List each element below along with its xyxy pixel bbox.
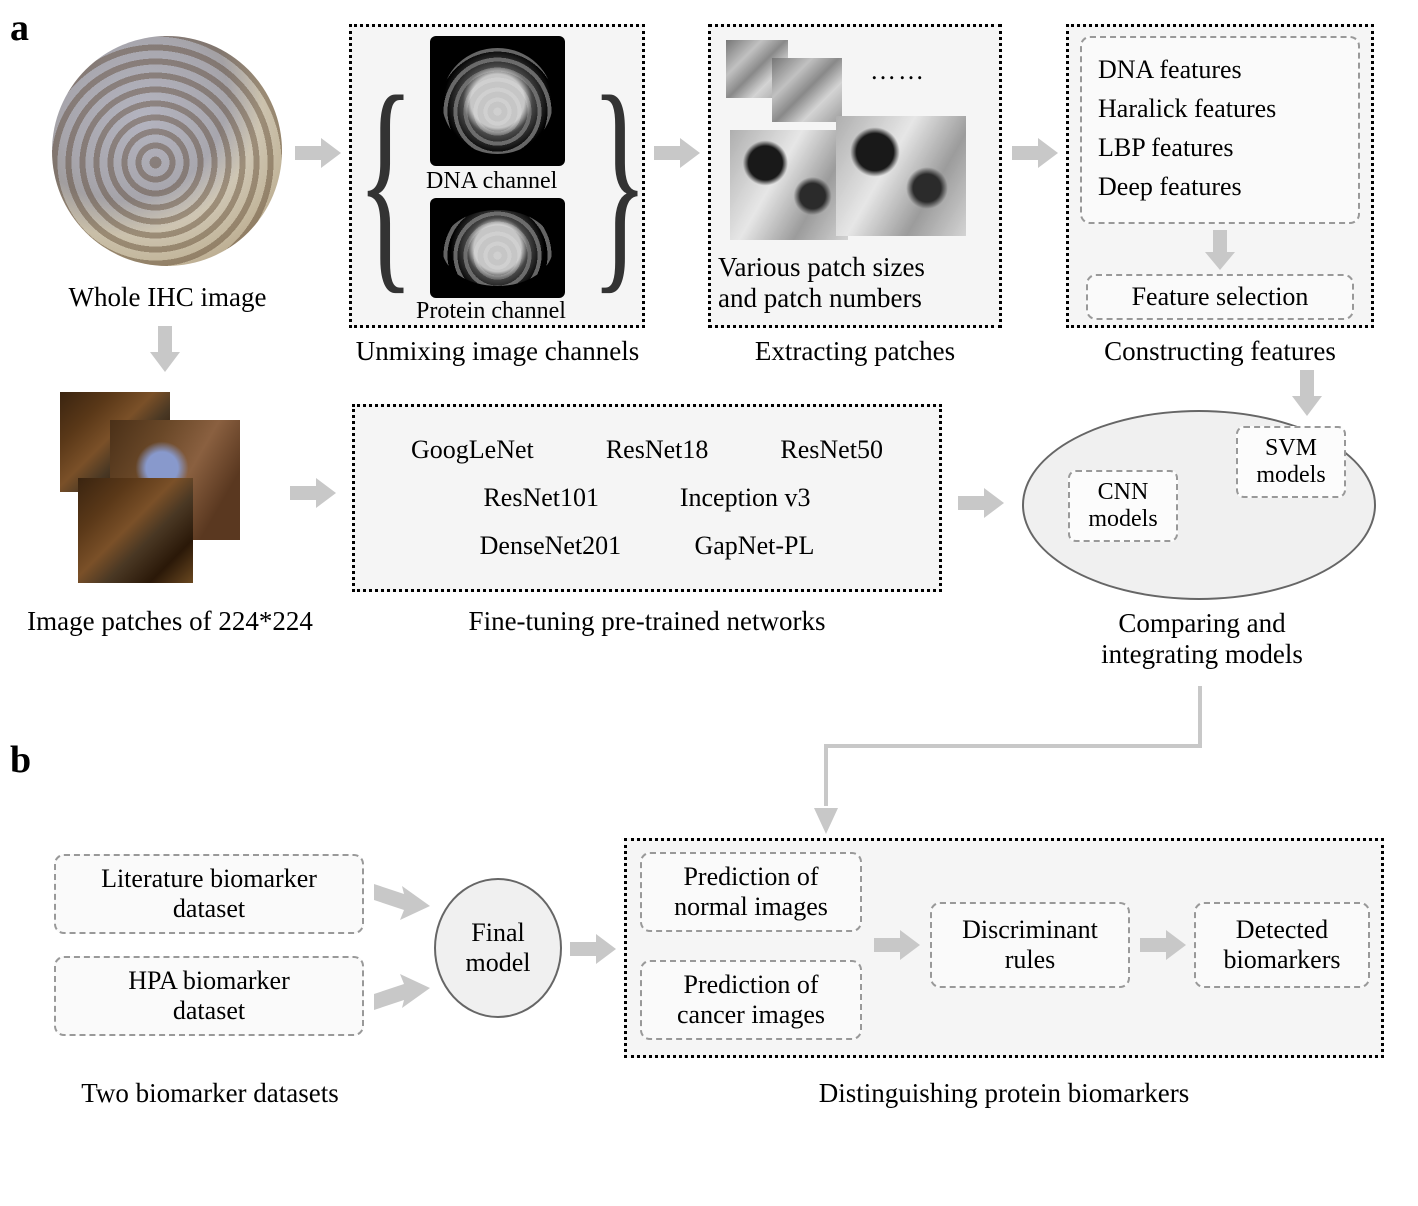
network-item: ResNet50	[780, 435, 883, 465]
feature-item: DNA features	[1098, 50, 1342, 89]
arrow-icon	[1012, 138, 1058, 168]
feature-item: LBP features	[1098, 128, 1342, 167]
arrow-icon	[1292, 370, 1322, 416]
networks-caption: Fine-tuning pre-trained networks	[352, 606, 942, 637]
arrow-icon	[374, 970, 430, 1014]
arrow-icon	[1205, 230, 1235, 270]
panel-a-label: a	[10, 6, 29, 50]
patch-thumb	[730, 130, 848, 240]
network-item: ResNet18	[606, 435, 709, 465]
patch-thumb	[772, 58, 842, 122]
network-item: ResNet101	[483, 483, 599, 513]
extracting-caption: Extracting patches	[708, 336, 1002, 367]
networks-box: GoogLeNet ResNet18 ResNet50 ResNet101 In…	[352, 404, 942, 592]
dna-channel-image	[430, 36, 565, 166]
panel-b-label: b	[10, 738, 31, 782]
network-item: GoogLeNet	[411, 435, 534, 465]
dna-channel-label: DNA channel	[426, 168, 557, 195]
svm-box: SVM models	[1236, 426, 1346, 498]
network-item: Inception v3	[680, 483, 811, 513]
arrow-icon	[654, 138, 700, 168]
dots-icon: ……	[870, 56, 926, 86]
distinguishing-caption: Distinguishing protein biomarkers	[624, 1078, 1384, 1109]
arrow-icon	[295, 138, 341, 168]
datasets-caption: Two biomarker datasets	[40, 1078, 380, 1109]
arrow-icon	[570, 934, 616, 964]
arrow-icon	[290, 478, 336, 508]
feature-selection-box: Feature selection	[1086, 274, 1354, 320]
whole-ihc-image	[52, 36, 282, 266]
network-item: DenseNet201	[480, 531, 622, 561]
extracting-subcaption: Various patch sizes and patch numbers	[718, 252, 993, 314]
arrow-icon	[874, 930, 920, 960]
brace-right-icon: }	[591, 60, 649, 300]
patch-thumb	[836, 116, 966, 236]
protein-channel-label: Protein channel	[416, 298, 566, 325]
literature-dataset-box: Literature biomarker dataset	[54, 854, 364, 934]
elbow-arrow-icon	[810, 686, 1210, 841]
final-model-ellipse: Final model	[434, 878, 562, 1018]
unmixing-caption: Unmixing image channels	[325, 336, 670, 367]
pred-cancer-box: Prediction of cancer images	[640, 960, 862, 1040]
color-patch-thumb	[78, 478, 193, 583]
hpa-dataset-box: HPA biomarker dataset	[54, 956, 364, 1036]
detected-box: Detected biomarkers	[1194, 902, 1370, 988]
brace-left-icon: {	[357, 60, 415, 300]
network-item: GapNet-PL	[694, 531, 814, 561]
arrow-icon	[374, 880, 430, 924]
protein-channel-image	[430, 198, 565, 298]
arrow-icon	[958, 488, 1004, 518]
feature-item: Haralick features	[1098, 89, 1342, 128]
pred-normal-box: Prediction of normal images	[640, 852, 862, 932]
cnn-box: CNN models	[1068, 470, 1178, 542]
arrow-icon	[150, 326, 180, 372]
feature-list-box: DNA features Haralick features LBP featu…	[1080, 36, 1360, 224]
comparing-caption: Comparing and integrating models	[1052, 608, 1352, 670]
whole-ihc-caption: Whole IHC image	[40, 282, 295, 313]
rules-box: Discriminant rules	[930, 902, 1130, 988]
feature-item: Deep features	[1098, 167, 1342, 206]
constructing-caption: Constructing features	[1060, 336, 1380, 367]
arrow-icon	[1140, 930, 1186, 960]
patches-224-caption: Image patches of 224*224	[10, 606, 330, 637]
